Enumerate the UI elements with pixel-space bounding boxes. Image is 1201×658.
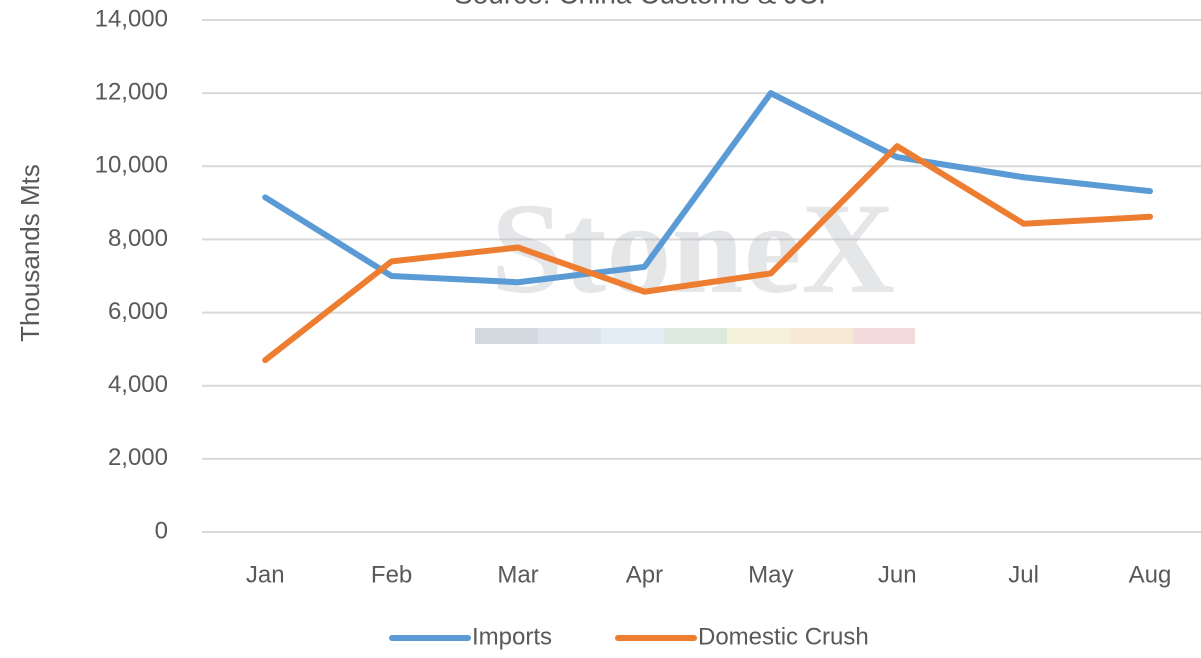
legend-label: Domestic Crush	[698, 623, 869, 650]
watermark-band	[601, 328, 664, 344]
watermark-band	[727, 328, 790, 344]
y-tick-label: 2,000	[108, 444, 168, 471]
x-tick-label: Jan	[246, 561, 285, 588]
x-tick-label: Apr	[626, 561, 663, 588]
y-axis-label: Thousands Mts	[15, 164, 45, 342]
x-tick-label: Jul	[1008, 561, 1039, 588]
y-tick-label: 14,000	[95, 5, 168, 32]
x-tick-label: Jun	[878, 561, 917, 588]
series-line	[262, 143, 1153, 364]
watermark-band	[664, 328, 727, 344]
y-tick-label: 4,000	[108, 371, 168, 398]
y-tick-label: 6,000	[108, 298, 168, 325]
series-line	[262, 90, 1153, 286]
x-tick-label: May	[748, 561, 793, 588]
y-tick-label: 8,000	[108, 225, 168, 252]
y-tick-label: 0	[155, 517, 168, 544]
y-tick-label: 12,000	[95, 78, 168, 105]
watermark-band	[790, 328, 853, 344]
watermark-band	[853, 328, 915, 344]
x-tick-label: Feb	[371, 561, 412, 588]
legend-label: Imports	[472, 623, 552, 650]
x-tick-label: Mar	[497, 561, 538, 588]
watermark-band	[538, 328, 601, 344]
watermark-band	[475, 328, 538, 344]
y-tick-label: 10,000	[95, 152, 168, 179]
x-tick-label: Aug	[1129, 561, 1172, 588]
chart-subtitle: Source: China Customs & JCI	[454, 0, 826, 9]
